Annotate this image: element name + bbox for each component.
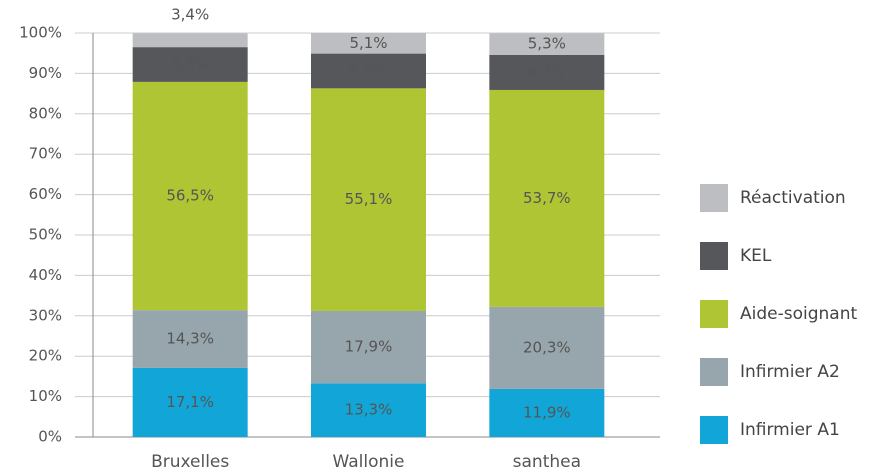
bar-segment: [489, 306, 605, 389]
value-label: 17,9%: [345, 338, 393, 356]
value-label: 20,3%: [523, 338, 571, 356]
bar-segment: [311, 53, 426, 89]
bar-segment: [132, 81, 248, 311]
x-tick-label: Bruxelles: [151, 452, 229, 472]
legend-swatch: [700, 300, 728, 328]
value-label: 5,1%: [349, 34, 387, 52]
x-tick-label: santhea: [513, 452, 581, 472]
value-label: 56,5%: [166, 187, 214, 205]
bar-segment: [311, 310, 426, 384]
value-label: 11,9%: [523, 403, 571, 421]
y-tick-label: 30%: [29, 306, 62, 324]
legend: Infirmier A1 Infirmier A2 Aide-soignant KEL…: [700, 184, 857, 444]
bar-segment: [132, 367, 248, 437]
legend-swatch: [700, 416, 728, 444]
bar-segment: [311, 88, 426, 311]
legend-label: Infirmier A1: [740, 420, 840, 440]
value-label: 5,3%: [528, 35, 566, 53]
value-label: 14,3%: [166, 330, 214, 348]
value-label: 17,1%: [166, 393, 214, 411]
value-label: 3,4%: [171, 6, 209, 24]
legend-label: Aide-soignant: [740, 304, 857, 324]
y-tick-label: 70%: [29, 145, 62, 163]
x-tick-label: Wallonie: [333, 452, 405, 472]
bar-segment: [489, 388, 605, 437]
value-label: 8,6%: [349, 61, 387, 79]
legend-label: Réactivation: [740, 188, 846, 208]
bar-segment: [489, 89, 605, 307]
value-label: 8,6%: [171, 55, 209, 73]
bar-segment: [311, 383, 426, 437]
y-tick-label: 80%: [29, 104, 62, 122]
y-tick-label: 90%: [29, 64, 62, 82]
y-tick-label: 40%: [29, 266, 62, 284]
value-label: 55,1%: [345, 190, 393, 208]
bar-segment: [132, 47, 248, 82]
value-label: 53,7%: [523, 189, 571, 207]
value-label: 13,3%: [345, 401, 393, 419]
legend-swatch: [700, 242, 728, 270]
y-tick-label: 100%: [19, 24, 62, 42]
bar-segment: [489, 54, 605, 90]
legend-swatch: [700, 184, 728, 212]
y-tick-label: 50%: [29, 226, 62, 244]
legend-label: KEL: [740, 246, 772, 266]
y-tick-label: 20%: [29, 347, 62, 365]
value-label: 8,7%: [528, 63, 566, 81]
bar-segment: [489, 33, 605, 55]
bar-segment: [132, 33, 248, 48]
y-tick-label: 0%: [38, 428, 62, 446]
y-tick-label: 10%: [29, 387, 62, 405]
legend-swatch: [700, 358, 728, 386]
y-tick-label: 60%: [29, 185, 62, 203]
bar-segment: [132, 310, 248, 368]
bar-segment: [311, 33, 426, 54]
legend-label: Infirmier A2: [740, 362, 840, 382]
